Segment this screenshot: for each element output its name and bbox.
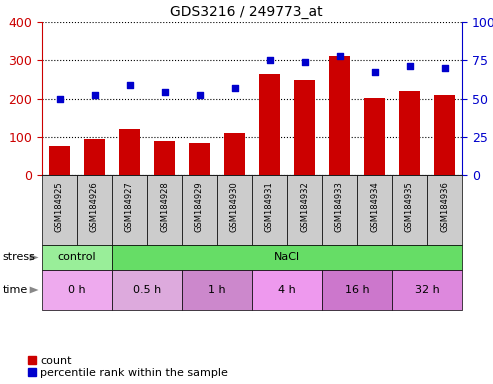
- Bar: [329, 56, 350, 175]
- Text: GSM184934: GSM184934: [370, 181, 379, 232]
- Point: [56, 96, 64, 102]
- Text: 0 h: 0 h: [68, 285, 86, 295]
- Text: GSM184926: GSM184926: [90, 181, 99, 232]
- Legend: count, percentile rank within the sample: count, percentile rank within the sample: [28, 356, 228, 379]
- Text: stress: stress: [2, 253, 35, 263]
- Text: NaCl: NaCl: [274, 253, 300, 263]
- Text: GSM184931: GSM184931: [265, 181, 274, 232]
- Bar: [399, 91, 420, 175]
- Point: [266, 57, 274, 63]
- Text: 1 h: 1 h: [208, 285, 226, 295]
- Point: [161, 89, 169, 96]
- Text: GSM184933: GSM184933: [335, 181, 344, 232]
- Text: GSM184936: GSM184936: [440, 181, 449, 232]
- Bar: [84, 139, 105, 175]
- Bar: [119, 129, 140, 175]
- Bar: [434, 95, 455, 175]
- Bar: [364, 98, 385, 175]
- Point: [126, 82, 134, 88]
- Text: 4 h: 4 h: [278, 285, 296, 295]
- Text: GSM184930: GSM184930: [230, 181, 239, 232]
- Bar: [259, 74, 280, 175]
- Bar: [49, 146, 70, 175]
- Text: GSM184929: GSM184929: [195, 181, 204, 232]
- Point: [301, 59, 309, 65]
- Text: 16 h: 16 h: [345, 285, 369, 295]
- Text: GSM184932: GSM184932: [300, 181, 309, 232]
- Point: [196, 93, 204, 99]
- Text: GSM184925: GSM184925: [55, 181, 64, 232]
- Bar: [154, 141, 175, 175]
- Point: [406, 63, 414, 70]
- Text: GSM184928: GSM184928: [160, 181, 169, 232]
- Text: GSM184927: GSM184927: [125, 181, 134, 232]
- Bar: [224, 133, 245, 175]
- Point: [371, 70, 379, 76]
- Bar: [294, 80, 315, 175]
- Text: 0.5 h: 0.5 h: [133, 285, 161, 295]
- Bar: [189, 143, 210, 175]
- Point: [336, 53, 344, 59]
- Point: [91, 92, 99, 98]
- Text: GSM184935: GSM184935: [405, 181, 414, 232]
- Point: [231, 85, 239, 91]
- Point: [441, 65, 449, 71]
- Text: time: time: [2, 285, 28, 295]
- Text: control: control: [58, 253, 96, 263]
- Text: 32 h: 32 h: [415, 285, 439, 295]
- Text: GDS3216 / 249773_at: GDS3216 / 249773_at: [170, 5, 323, 19]
